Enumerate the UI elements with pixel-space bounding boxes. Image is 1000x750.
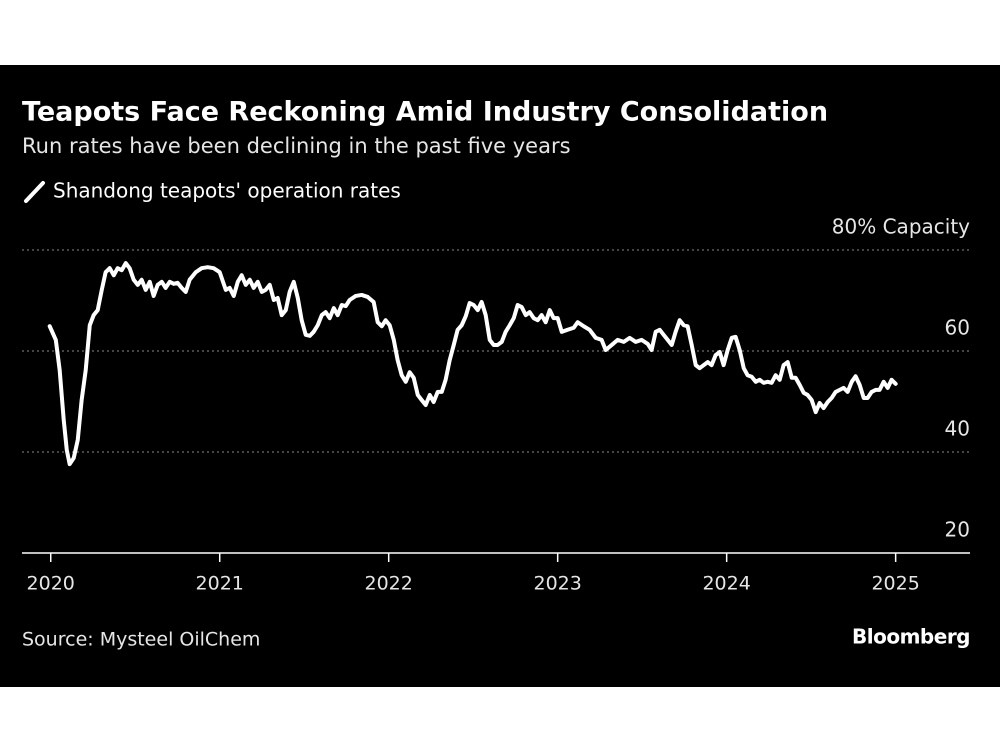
y-tick-label: 20 — [945, 518, 970, 542]
legend-label: Shandong teapots' operation rates — [53, 179, 401, 203]
chart-background — [0, 65, 1000, 687]
x-tick-label: 2023 — [533, 573, 581, 595]
legend: Shandong teapots' operation rates — [24, 179, 401, 203]
x-tick-label: 2020 — [27, 573, 75, 595]
y-tick-label: 40 — [945, 417, 970, 441]
chart-title: Teapots Face Reckoning Amid Industry Con… — [22, 97, 828, 128]
source-note: Source: Mysteel OilChem — [22, 629, 260, 651]
brand-logo: Bloomberg — [852, 625, 970, 649]
x-tick-label: 2021 — [196, 573, 244, 595]
x-tick-label: 2025 — [871, 573, 919, 595]
y-tick-label: 60 — [945, 316, 970, 340]
data-line — [47, 261, 898, 467]
legend-swatch — [24, 181, 45, 203]
y-tick-label: 80% Capacity — [832, 215, 970, 239]
x-tick-label: 2022 — [365, 573, 413, 595]
chart-subtitle: Run rates have been declining in the pas… — [22, 134, 571, 158]
x-tick-label: 2024 — [702, 573, 750, 595]
